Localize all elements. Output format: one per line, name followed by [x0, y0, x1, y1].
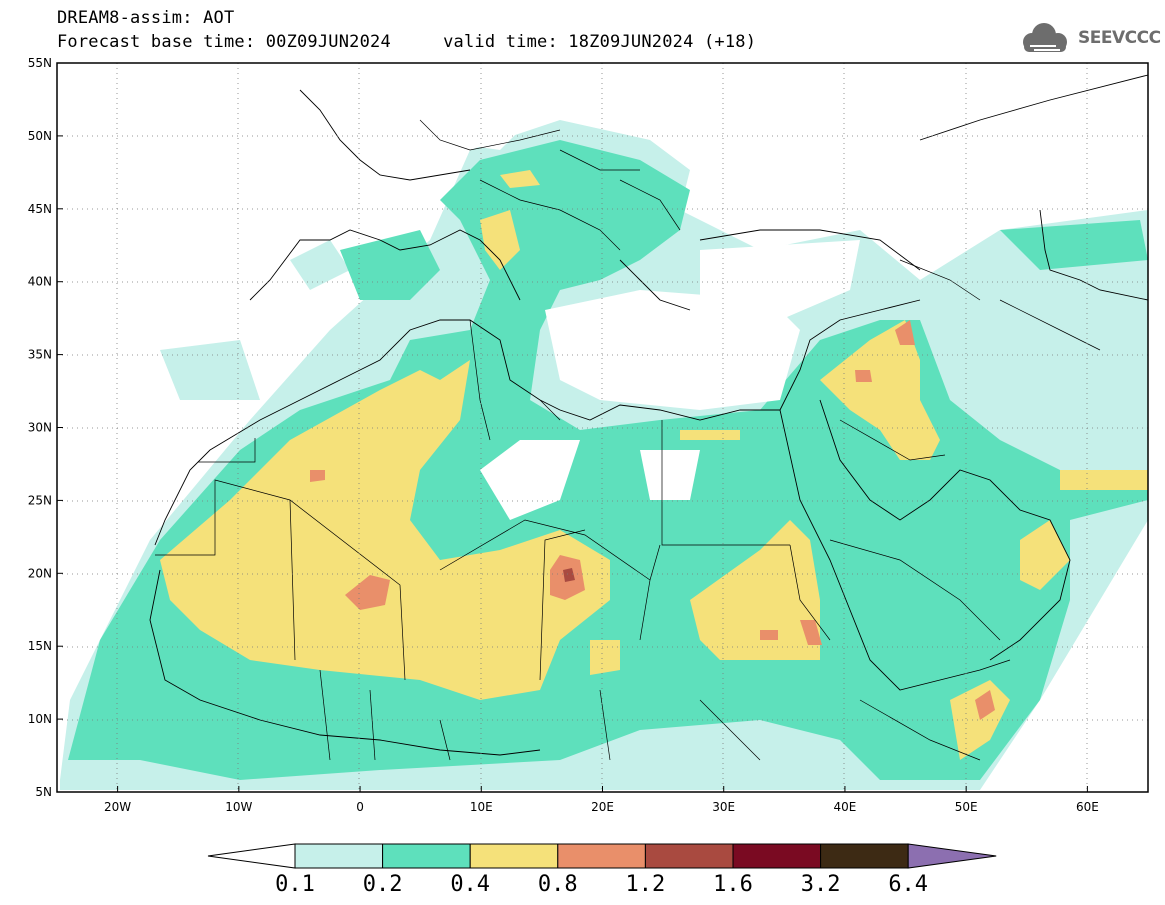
colorbar-box: [820, 843, 909, 869]
lat-label-25N: 25N: [28, 493, 52, 507]
lon-label-10W: 10W: [225, 800, 252, 814]
lon-label-50E: 50E: [955, 800, 978, 814]
colorbar-label: 0.4: [450, 872, 490, 897]
lon-label-10E: 10E: [470, 800, 493, 814]
lat-label-50N: 50N: [28, 129, 52, 143]
lon-label-20W: 20W: [104, 800, 131, 814]
lon-label-30E: 30E: [712, 800, 735, 814]
colorbar-box: [732, 843, 822, 869]
colorbar-box: [557, 843, 646, 869]
colorbar-label: 6.4: [888, 872, 928, 897]
lat-label-5N: 5N: [35, 785, 52, 799]
borders: [155, 119, 1101, 761]
aot-field-1.2: [563, 568, 575, 582]
aot-clear-areas: [430, 120, 860, 520]
colorbar-lower-extension: [207, 843, 296, 869]
aot-field-0.4: [160, 170, 1148, 760]
colorbar-label: 1.2: [626, 872, 666, 897]
colorbar-box: [294, 843, 384, 869]
lat-label-20N: 20N: [28, 566, 52, 580]
lon-label-0: 0: [356, 800, 364, 814]
colorbar-box: [644, 843, 734, 869]
lat-label-45N: 45N: [28, 202, 52, 216]
colorbar-box: [382, 843, 471, 869]
latitude-labels: 55N 50N 45N 40N 35N 30N 25N 20N 15N 10N 5N: [28, 56, 63, 799]
cloud-icon: [1023, 23, 1067, 52]
colorbar-label: 0.1: [275, 872, 315, 897]
graticule: [57, 63, 1148, 792]
longitude-labels: 20W 10W 0 10E 20E 30E 40E 50E 60E: [104, 786, 1099, 814]
colorbar-label: 0.8: [538, 872, 578, 897]
forecast-times: Forecast base time: 00Z09JUN2024 valid t…: [57, 32, 757, 52]
coastlines: [149, 74, 1148, 756]
lat-label-10N: 10N: [28, 712, 52, 726]
colorbar-box: [469, 843, 559, 869]
lat-label-55N: 55N: [28, 56, 52, 70]
lat-label-40N: 40N: [28, 275, 52, 289]
colorbar-label: 0.2: [363, 872, 403, 897]
lat-label-35N: 35N: [28, 348, 52, 362]
lon-label-40E: 40E: [834, 800, 857, 814]
lon-label-60E: 60E: [1076, 800, 1099, 814]
colorbar-upper-extension: [907, 843, 997, 869]
map-title: DREAM8-assim: AOT: [57, 8, 235, 28]
lat-label-15N: 15N: [28, 639, 52, 653]
logo-text: SEEVCCC: [1078, 28, 1161, 48]
colorbar-label: 1.6: [713, 872, 753, 897]
colorbar-label: 3.2: [801, 872, 841, 897]
lat-label-30N: 30N: [28, 421, 52, 435]
lon-label-20E: 20E: [591, 800, 614, 814]
